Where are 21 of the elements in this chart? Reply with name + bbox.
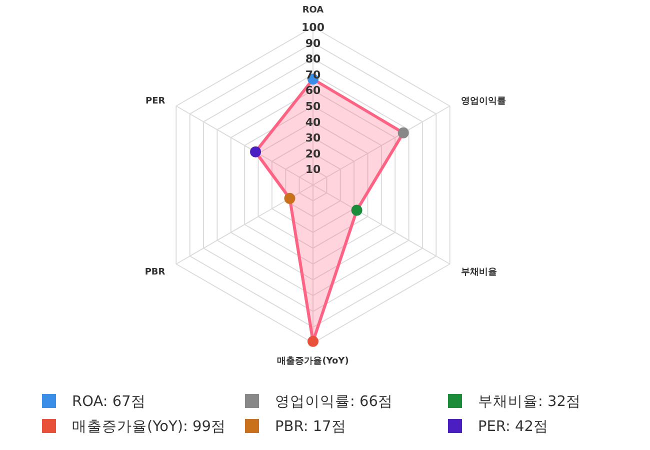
spoke-label: 매출증가율(YoY) — [277, 356, 349, 367]
y-tick-label: 90 — [305, 36, 321, 50]
text: ROA: 67점 — [72, 394, 146, 410]
spoke-label: 부채비율 — [460, 267, 497, 278]
y-tick-label: 100 — [302, 21, 325, 34]
y-tick-label: 50 — [305, 100, 321, 113]
y-tick-label: 30 — [305, 132, 321, 145]
spoke-label: PER — [146, 96, 166, 107]
y-tick-label: 10 — [305, 163, 321, 176]
spoke-label: 영업이익률 — [460, 96, 506, 107]
text: 영업이익률: 66점 — [275, 394, 393, 410]
y-tick-label: 40 — [305, 116, 321, 129]
spoke-label: PBR — [144, 267, 166, 278]
text: PER: 42점 — [478, 419, 548, 435]
text: PBR: 17점 — [275, 419, 346, 435]
y-tick-label: 60 — [305, 84, 321, 98]
text: 부채비율: 32점 — [478, 394, 581, 410]
text: 매출증가율(YoY): 99점 — [72, 419, 226, 435]
spoke-label: ROA — [302, 5, 324, 16]
y-tick-label: 20 — [305, 147, 321, 160]
y-tick-label: 80 — [305, 52, 321, 66]
